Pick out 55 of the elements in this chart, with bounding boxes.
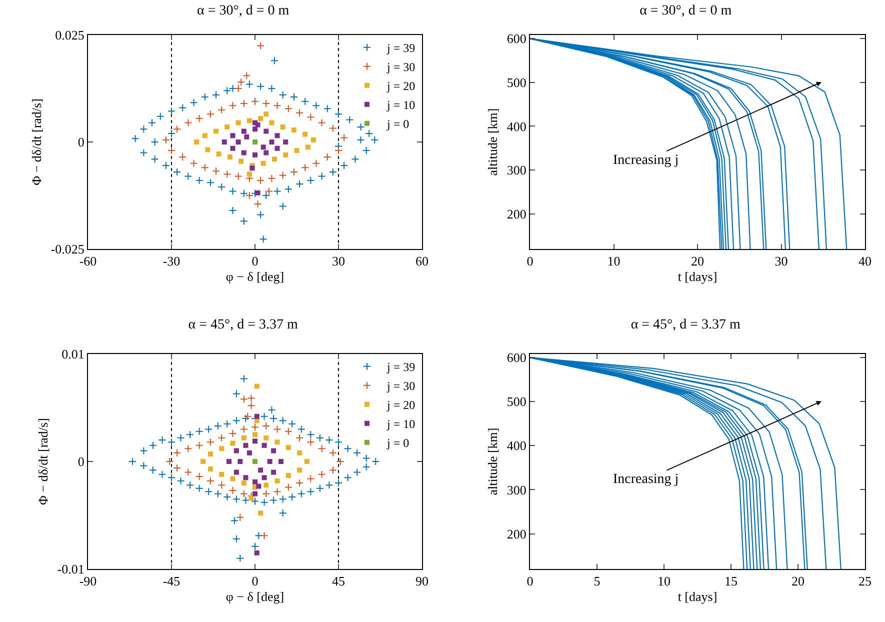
- legend-label: j = 0: [386, 436, 410, 450]
- x-tick-label: 0: [252, 254, 258, 269]
- annotation: Increasing j: [613, 153, 679, 168]
- x-tick-label: 20: [792, 574, 804, 589]
- y-tick-label: 400: [506, 438, 526, 454]
- x-tick-label: 90: [416, 574, 428, 589]
- y-axis-title: altitude [km]: [484, 108, 500, 176]
- legend-label: j = 10: [386, 417, 416, 432]
- x-tick-label: 5: [594, 574, 600, 589]
- legend-label: j = 30: [386, 379, 416, 394]
- legend-label: j = 30: [386, 60, 416, 74]
- legend-label: j = 20: [386, 79, 416, 94]
- chart-title: α = 45°, d = 3.37 m: [188, 318, 298, 333]
- y-axis-title: altitude [km]: [484, 428, 500, 496]
- chart-title: α = 30°, d = 0 m: [197, 3, 290, 18]
- y-tick-label: 0.01: [62, 346, 84, 362]
- y-axis-title: Φ − dδ/dt [rad/s]: [28, 98, 44, 186]
- x-axis-title: φ − δ [deg]: [226, 269, 284, 284]
- x-tick-label: 0: [252, 574, 258, 589]
- y-tick-label: 0: [78, 454, 84, 470]
- chart-title: α = 45°, d = 3.37 m: [630, 318, 741, 333]
- legend-label: j = 0: [386, 117, 410, 132]
- y-tick-label: 500: [506, 74, 526, 90]
- legend-label: j = 20: [386, 398, 416, 412]
- x-tick-label: 30: [774, 254, 788, 269]
- y-tick-label: 200: [506, 526, 526, 542]
- x-axis-title: φ − δ [deg]: [226, 589, 284, 604]
- x-tick-label: 30: [332, 254, 345, 269]
- x-tick-label: 10: [658, 574, 670, 589]
- legend-label: j = 39: [386, 41, 416, 56]
- y-tick-label: 300: [506, 162, 526, 178]
- y-axis-title: Φ − dδ/dt [rad/s]: [35, 418, 50, 505]
- y-tick-label: 0: [78, 134, 84, 150]
- y-tick-label: 500: [506, 394, 526, 410]
- x-axis-title: t [days]: [678, 589, 718, 604]
- x-axis-title: t [days]: [678, 269, 718, 284]
- y-tick-label: 400: [506, 118, 526, 134]
- x-tick-label: -30: [162, 254, 180, 269]
- y-tick-label: 600: [506, 31, 526, 46]
- y-tick-label: 600: [506, 350, 526, 366]
- annotation: Increasing j: [613, 472, 679, 487]
- x-tick-label: -45: [162, 574, 180, 589]
- x-tick-label: 15: [724, 574, 738, 589]
- legend-label: j = 10: [386, 98, 416, 112]
- chart-title: α = 30°, d = 0 m: [640, 3, 732, 18]
- x-tick-label: 40: [858, 254, 872, 269]
- y-tick-label: 0.025: [55, 28, 84, 43]
- x-tick-label: 10: [607, 254, 620, 269]
- x-tick-label: 45: [332, 574, 345, 589]
- x-tick-label: 20: [691, 254, 704, 269]
- y-tick-label: 200: [506, 206, 526, 222]
- y-tick-label: 300: [506, 482, 526, 498]
- legend-label: j = 39: [386, 360, 416, 374]
- x-tick-label: 25: [858, 574, 872, 589]
- x-tick-label: 60: [416, 254, 428, 269]
